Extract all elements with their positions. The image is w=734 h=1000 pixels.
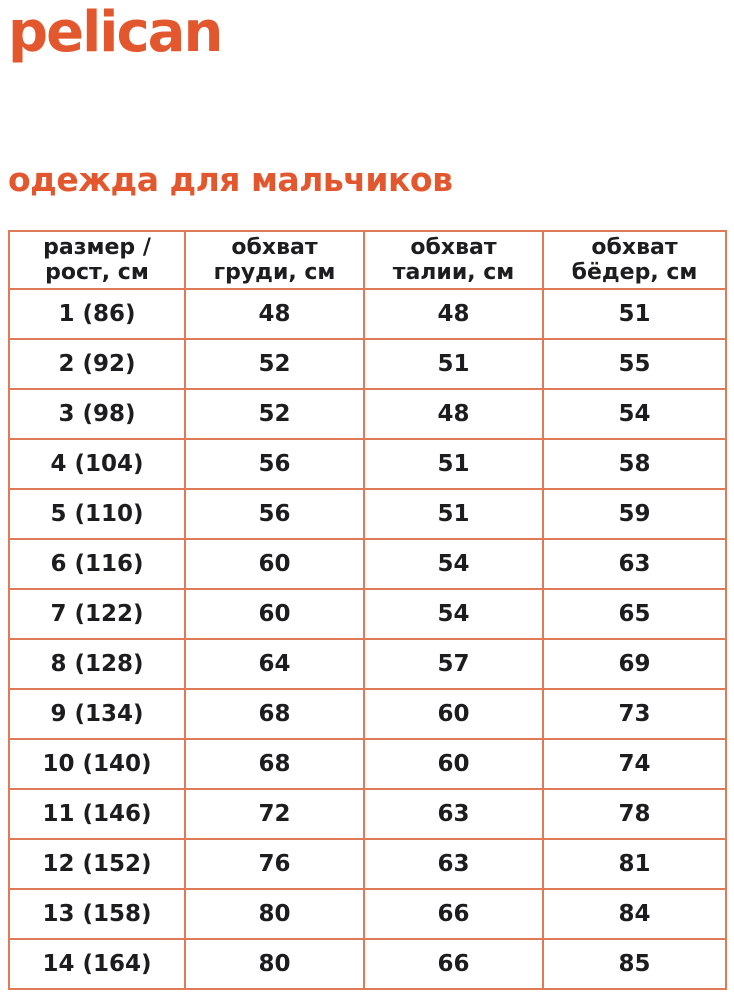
table-cell-size: 4 (104) bbox=[8, 438, 186, 490]
table-cell-chest: 68 bbox=[184, 738, 365, 790]
table-cell-size: 10 (140) bbox=[8, 738, 186, 790]
table-cell-size: 12 (152) bbox=[8, 838, 186, 890]
table-cell-waist: 54 bbox=[363, 588, 544, 640]
header-cell-hips: обхват бёдер, см bbox=[542, 230, 727, 290]
table-cell-chest: 68 bbox=[184, 688, 365, 740]
table-cell-hips: 51 bbox=[542, 288, 727, 340]
table-cell-hips: 58 bbox=[542, 438, 727, 490]
table-row: 8 (128) 64 57 69 bbox=[8, 638, 727, 690]
table-cell-chest: 76 bbox=[184, 838, 365, 890]
table-cell-size: 2 (92) bbox=[8, 338, 186, 390]
table-header-row: размер / рост, см обхват груди, см обхва… bbox=[8, 230, 727, 290]
table-row: 1 (86) 48 48 51 bbox=[8, 288, 727, 340]
table-cell-hips: 78 bbox=[542, 788, 727, 840]
table-cell-waist: 48 bbox=[363, 288, 544, 340]
table-row: 2 (92) 52 51 55 bbox=[8, 338, 727, 390]
table-cell-waist: 54 bbox=[363, 538, 544, 590]
header-cell-size-height: размер / рост, см bbox=[8, 230, 186, 290]
table-cell-waist: 51 bbox=[363, 438, 544, 490]
header-cell-chest: обхват груди, см bbox=[184, 230, 365, 290]
table-cell-hips: 55 bbox=[542, 338, 727, 390]
table-cell-chest: 80 bbox=[184, 938, 365, 990]
table-cell-chest: 64 bbox=[184, 638, 365, 690]
table-cell-waist: 66 bbox=[363, 888, 544, 940]
table-cell-hips: 54 bbox=[542, 388, 727, 440]
table-row: 11 (146) 72 63 78 bbox=[8, 788, 727, 840]
brand-logo: pelican bbox=[8, 0, 223, 65]
table-cell-size: 9 (134) bbox=[8, 688, 186, 740]
table-cell-size: 11 (146) bbox=[8, 788, 186, 840]
table-cell-waist: 63 bbox=[363, 838, 544, 890]
table-cell-chest: 56 bbox=[184, 438, 365, 490]
table-cell-chest: 80 bbox=[184, 888, 365, 940]
table-cell-size: 3 (98) bbox=[8, 388, 186, 440]
table-cell-hips: 65 bbox=[542, 588, 727, 640]
table-cell-chest: 52 bbox=[184, 388, 365, 440]
table-cell-waist: 60 bbox=[363, 738, 544, 790]
table-cell-chest: 56 bbox=[184, 488, 365, 540]
table-row: 14 (164) 80 66 85 bbox=[8, 938, 727, 990]
table-row: 5 (110) 56 51 59 bbox=[8, 488, 727, 540]
table-cell-chest: 60 bbox=[184, 538, 365, 590]
table-cell-waist: 66 bbox=[363, 938, 544, 990]
table-cell-size: 8 (128) bbox=[8, 638, 186, 690]
table-cell-waist: 60 bbox=[363, 688, 544, 740]
table-cell-waist: 51 bbox=[363, 338, 544, 390]
table-cell-size: 13 (158) bbox=[8, 888, 186, 940]
table-cell-hips: 74 bbox=[542, 738, 727, 790]
table-row: 4 (104) 56 51 58 bbox=[8, 438, 727, 490]
table-cell-waist: 48 bbox=[363, 388, 544, 440]
table-cell-waist: 51 bbox=[363, 488, 544, 540]
table-row: 13 (158) 80 66 84 bbox=[8, 888, 727, 940]
table-cell-size: 7 (122) bbox=[8, 588, 186, 640]
table-cell-size: 6 (116) bbox=[8, 538, 186, 590]
size-table-body: 1 (86) 48 48 51 2 (92) 52 51 55 3 (98) 5… bbox=[8, 288, 727, 990]
table-cell-hips: 85 bbox=[542, 938, 727, 990]
table-cell-waist: 57 bbox=[363, 638, 544, 690]
size-table: размер / рост, см обхват груди, см обхва… bbox=[8, 230, 727, 990]
table-cell-chest: 72 bbox=[184, 788, 365, 840]
table-cell-hips: 69 bbox=[542, 638, 727, 690]
table-row: 6 (116) 60 54 63 bbox=[8, 538, 727, 590]
table-cell-size: 5 (110) bbox=[8, 488, 186, 540]
table-cell-chest: 52 bbox=[184, 338, 365, 390]
table-row: 3 (98) 52 48 54 bbox=[8, 388, 727, 440]
header-cell-waist: обхват талии, см bbox=[363, 230, 544, 290]
table-row: 9 (134) 68 60 73 bbox=[8, 688, 727, 740]
size-table-header: размер / рост, см обхват груди, см обхва… bbox=[8, 230, 727, 290]
table-cell-hips: 73 bbox=[542, 688, 727, 740]
table-cell-size: 1 (86) bbox=[8, 288, 186, 340]
table-row: 12 (152) 76 63 81 bbox=[8, 838, 727, 890]
page-title: одежда для мальчиков bbox=[8, 160, 453, 199]
table-cell-chest: 60 bbox=[184, 588, 365, 640]
table-cell-hips: 63 bbox=[542, 538, 727, 590]
table-row: 10 (140) 68 60 74 bbox=[8, 738, 727, 790]
table-cell-hips: 84 bbox=[542, 888, 727, 940]
table-cell-chest: 48 bbox=[184, 288, 365, 340]
table-row: 7 (122) 60 54 65 bbox=[8, 588, 727, 640]
table-cell-hips: 81 bbox=[542, 838, 727, 890]
table-cell-size: 14 (164) bbox=[8, 938, 186, 990]
table-cell-hips: 59 bbox=[542, 488, 727, 540]
table-cell-waist: 63 bbox=[363, 788, 544, 840]
